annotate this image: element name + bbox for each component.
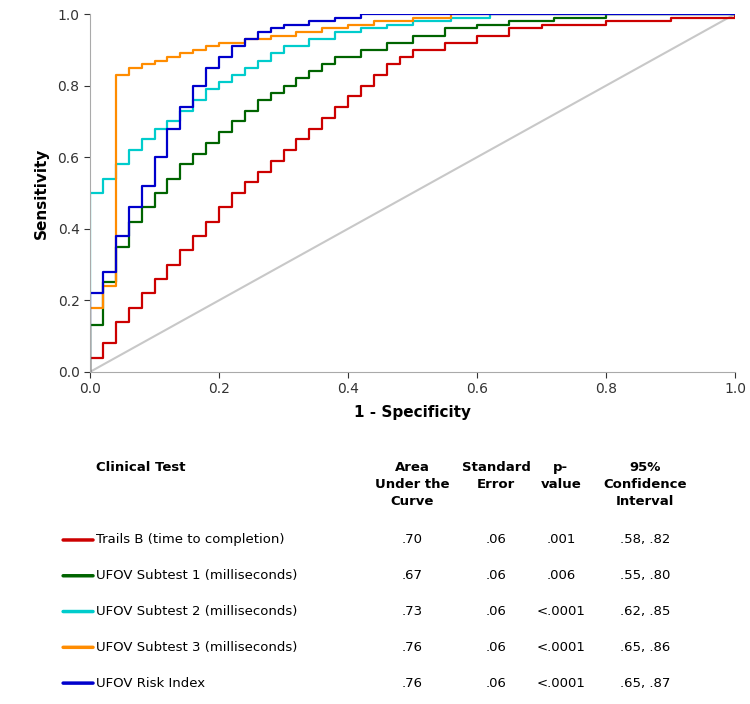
- Text: .65, .87: .65, .87: [620, 677, 670, 690]
- Text: .76: .76: [402, 677, 423, 690]
- Text: .06: .06: [486, 677, 507, 690]
- Text: <.0001: <.0001: [536, 641, 585, 654]
- Y-axis label: Sensitivity: Sensitivity: [34, 147, 50, 239]
- Text: .70: .70: [402, 534, 423, 546]
- Text: UFOV Subtest 1 (milliseconds): UFOV Subtest 1 (milliseconds): [97, 570, 298, 582]
- Text: 95%
Confidence
Interval: 95% Confidence Interval: [603, 462, 686, 508]
- Text: .62, .85: .62, .85: [620, 605, 670, 618]
- Text: .06: .06: [486, 605, 507, 618]
- Text: UFOV Subtest 3 (milliseconds): UFOV Subtest 3 (milliseconds): [97, 641, 298, 654]
- Text: .76: .76: [402, 641, 423, 654]
- Text: Clinical Test: Clinical Test: [97, 462, 186, 474]
- Text: .06: .06: [486, 641, 507, 654]
- Text: .58, .82: .58, .82: [620, 534, 670, 546]
- Text: p-
value: p- value: [541, 462, 581, 491]
- Text: <.0001: <.0001: [536, 605, 585, 618]
- Text: .73: .73: [402, 605, 423, 618]
- Text: UFOV Risk Index: UFOV Risk Index: [97, 677, 206, 690]
- Text: Area
Under the
Curve: Area Under the Curve: [375, 462, 450, 508]
- Text: .06: .06: [486, 570, 507, 582]
- Text: .55, .80: .55, .80: [620, 570, 670, 582]
- Text: .001: .001: [546, 534, 575, 546]
- Text: .06: .06: [486, 534, 507, 546]
- Text: .006: .006: [546, 570, 575, 582]
- Text: UFOV Subtest 2 (milliseconds): UFOV Subtest 2 (milliseconds): [97, 605, 298, 618]
- X-axis label: 1 - Specificity: 1 - Specificity: [354, 405, 471, 420]
- Text: .65, .86: .65, .86: [620, 641, 670, 654]
- Text: Trails B (time to completion): Trails B (time to completion): [97, 534, 285, 546]
- Text: Standard
Error: Standard Error: [462, 462, 531, 491]
- Text: .67: .67: [402, 570, 423, 582]
- Text: <.0001: <.0001: [536, 677, 585, 690]
